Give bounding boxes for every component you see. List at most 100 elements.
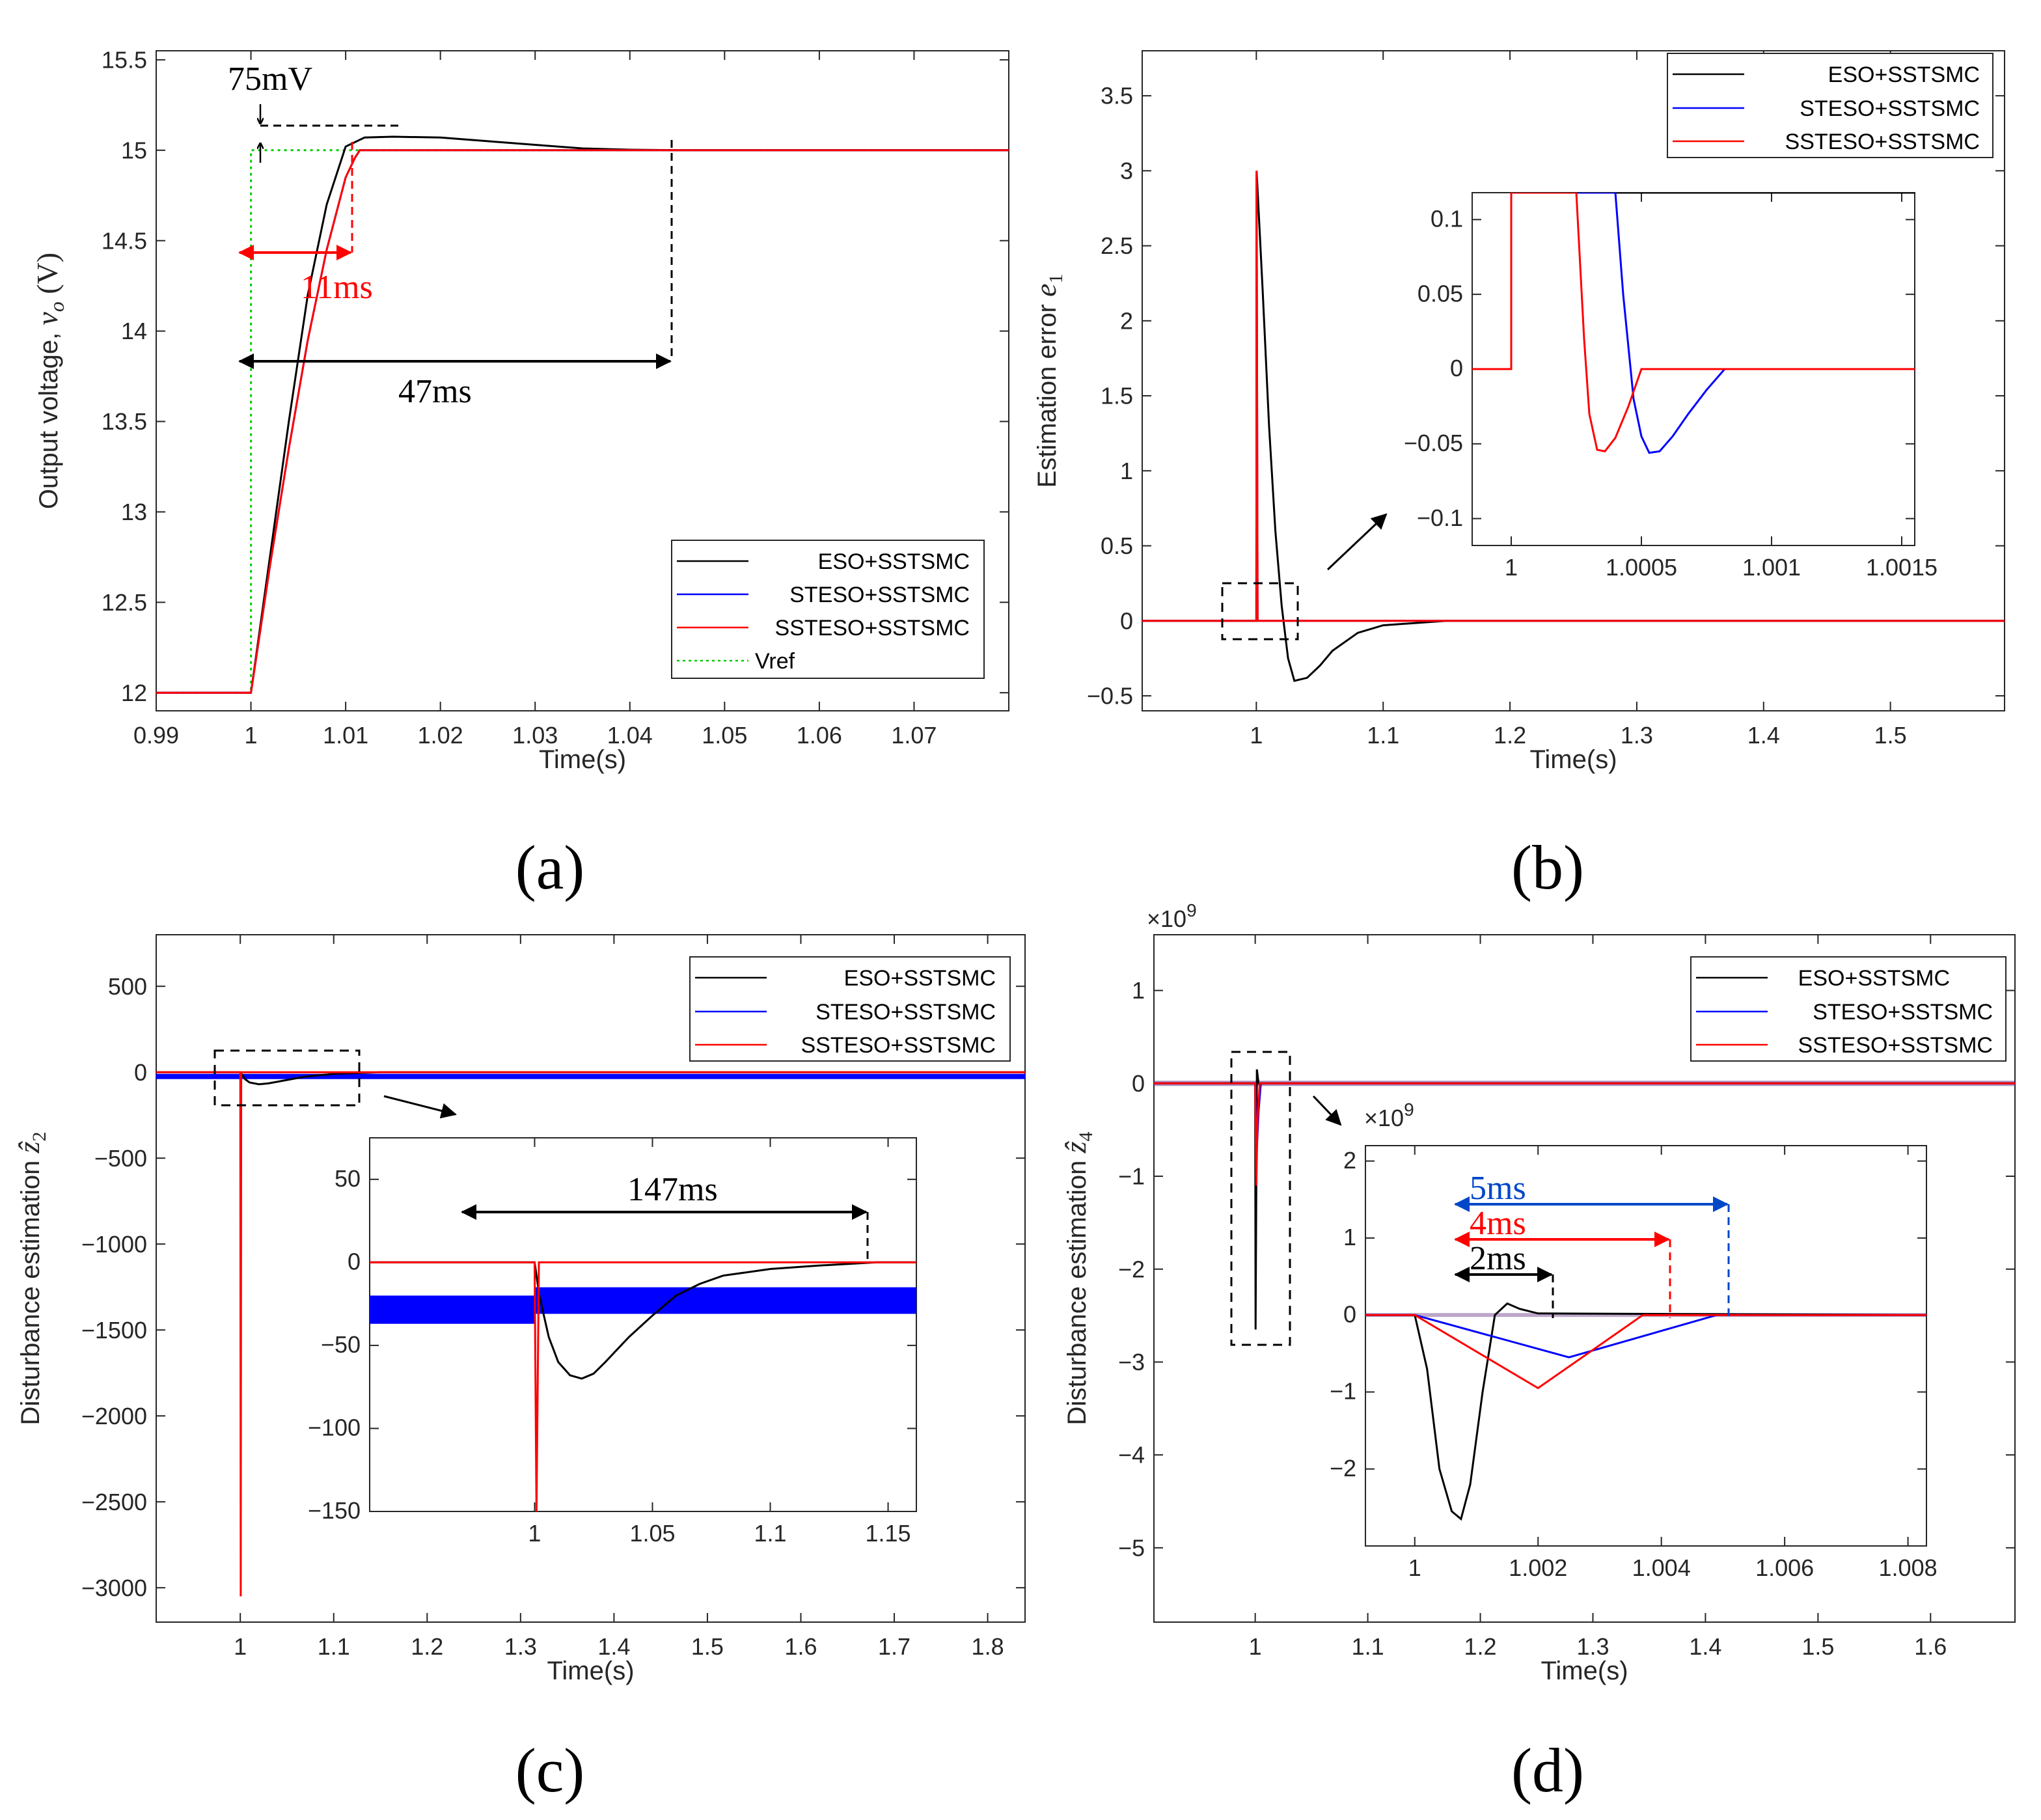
panel-a-ytick-label: 13.5 [102, 408, 147, 435]
panel-d-ytick-label: −2 [1118, 1256, 1145, 1282]
panel-a-xtick-label: 1.01 [323, 722, 368, 749]
panel-d-inset-xtick-label: 1.006 [1755, 1554, 1814, 1581]
panel-d-ytick-label: 1 [1132, 977, 1145, 1004]
panel-c-inset-xtick-label: 1.1 [754, 1520, 786, 1547]
panel-a-ytick-label: 14 [121, 318, 147, 344]
panel-b-xtick-label: 1 [1250, 722, 1263, 749]
panel-d-inset-ytick-label: 0 [1343, 1301, 1356, 1327]
panel-b-series-ssteso-sstsmc [1142, 171, 2005, 622]
panel-c: 1 1.1 1.2 1.3 1.4 1.5 1.6 1.7 1.8 −3000 −2500 −2000… [12, 934, 1026, 1805]
panel-c-caption: (c) [515, 1735, 585, 1805]
legend-label-ssteso: SSTESO+SSTSMC [1798, 1033, 1993, 1058]
panel-c-xtick-label: 1.1 [318, 1633, 350, 1660]
panel-b: 1 1.1 1.2 1.3 1.4 1.5 −0.5 0 0.5 1 1.5 2 2.5 3 3.5 Time… [1029, 50, 2005, 902]
panel-b-ytick-label: 2.5 [1101, 232, 1133, 259]
panel-b-ytick-label: 0 [1120, 607, 1133, 634]
panel-d: 1 1.1 1.2 1.3 1.4 1.5 1.6 −5 −4 −3 −2 −1 0 1 Time(s) Di… [1059, 900, 2016, 1805]
panel-b-xtick-label: 1.5 [1874, 722, 1907, 749]
panel-a-xtick-label: 1.03 [512, 722, 558, 749]
panel-c-ytick-label: −3000 [81, 1575, 147, 1601]
legend-label-ssteso: SSTESO+SSTSMC [1785, 130, 1980, 154]
panel-d-exponent: ×109 [1147, 900, 1197, 932]
panel-c-ytick-label: −500 [94, 1145, 147, 1172]
panel-d-inset-xtick-label: 1 [1408, 1554, 1421, 1581]
panel-b-legend: ESO+SSTSMC STESO+SSTSMC SSTESO+SSTSMC [1667, 53, 1993, 158]
panel-a: 0.99 1 1.01 1.02 1.03 1.04 1.05 1.06 1.07 12 12.5 1… [31, 46, 1009, 902]
zoom-region-box [1221, 582, 1299, 641]
panel-c-legend: ESO+SSTSMC STESO+SSTSMC SSTESO+SSTSMC [689, 956, 1011, 1062]
panel-b-caption: (b) [1511, 833, 1584, 902]
panel-b-xlabel: Time(s) [1529, 745, 1617, 774]
panel-c-inset-ytick-label: 0 [348, 1248, 361, 1275]
panel-b-xtick-label: 1.1 [1367, 722, 1399, 749]
panel-c-inset-xtick-label: 1 [528, 1520, 541, 1547]
panel-b-inset: 1 1.0005 1.001 1.0015 −0.1 −0.05 0 0.05 0.1 [1404, 192, 1938, 581]
panel-c-xtick-label: 1.2 [411, 1633, 443, 1660]
panel-a-series-eso-sstsmc [156, 135, 1009, 694]
panel-a-xtick-label: 1.07 [891, 722, 937, 749]
panel-b-ytick-label: 1 [1120, 458, 1133, 484]
panel-c-ytick-label: −1500 [81, 1317, 147, 1344]
panel-b-xtick-label: 1.4 [1747, 722, 1780, 749]
panel-c-inset-series-eso-sstsmc [370, 1261, 916, 1380]
panel-b-inset-series-steso-sstsmc [1472, 193, 1915, 454]
legend-label-eso: ESO+SSTSMC [1798, 966, 1950, 991]
panel-d-xlabel: Time(s) [1541, 1657, 1628, 1685]
annotation-147ms: 147ms [627, 1171, 718, 1208]
zoom-region-box [1230, 1051, 1291, 1346]
panel-d-legend: ESO+SSTSMC STESO+SSTSMC SSTESO+SSTSMC [1690, 956, 2007, 1062]
panel-b-inset-xtick-label: 1.0015 [1866, 554, 1938, 581]
zoom-arrow [1312, 1095, 1342, 1126]
panel-c-series-ssteso-sstsmc [156, 1071, 1025, 1597]
panel-b-inset-ytick-label: 0 [1450, 355, 1463, 381]
panel-d-inset-xtick-label: 1.002 [1509, 1554, 1567, 1581]
panel-d-ytick-label: −5 [1118, 1534, 1145, 1561]
panel-c-xtick-label: 1.4 [597, 1633, 630, 1660]
panel-c-ylabel: Disturbance estimation ẑ2 [12, 1132, 50, 1426]
legend-label-steso: STESO+SSTSMC [815, 1000, 996, 1025]
panel-d-inset: 1 1.002 1.004 1.006 1.008 −2 −1 0 1 2 [1330, 1145, 1938, 1581]
legend-label-ssteso: SSTESO+SSTSMC [775, 616, 970, 641]
panel-b-ytick-label: −0.5 [1087, 683, 1133, 710]
panel-a-ytick-label: 12.5 [102, 589, 147, 616]
panel-d-xtick-label: 1.5 [1801, 1633, 1834, 1660]
panel-c-inset-ytick-label: 50 [335, 1165, 361, 1192]
panel-d-xtick-label: 1 [1249, 1633, 1262, 1660]
panel-c-series-eso-sstsmc [156, 1071, 1025, 1086]
annotation-5ms: 5ms [1470, 1170, 1526, 1207]
panel-d-ytick-label: −3 [1118, 1349, 1145, 1375]
panel-a-legend: ESO+SSTSMC STESO+SSTSMC SSTESO+SSTSMC Vr… [671, 540, 985, 679]
panel-c-xlabel: Time(s) [547, 1657, 634, 1685]
panel-a-ytick-label: 15.5 [102, 46, 147, 73]
panel-c-inset-series-ssteso-sstsmc [370, 1261, 916, 1511]
panel-c-inset-ytick-label: −50 [321, 1331, 361, 1358]
legend-label-eso: ESO+SSTSMC [1828, 62, 1980, 87]
panel-b-ytick-label: 1.5 [1101, 383, 1133, 409]
panel-a-ylabel: Output voltage, vo (V) [31, 253, 68, 509]
panel-d-inset-xtick-label: 1.008 [1879, 1554, 1938, 1581]
panel-a-xlabel: Time(s) [539, 745, 626, 774]
panel-a-plot-area: 0.99 1 1.01 1.02 1.03 1.04 1.05 1.06 1.07 12 12.5 1… [31, 46, 1009, 774]
panel-b-ylabel: Estimation error e1 [1029, 274, 1067, 488]
panel-b-ytick-label: 2 [1120, 307, 1133, 334]
panel-a-caption: (a) [515, 833, 585, 902]
legend-label-steso: STESO+SSTSMC [1813, 1000, 1993, 1025]
annotation-2ms: 2ms [1470, 1240, 1526, 1277]
panel-a-xtick-label: 1 [245, 722, 258, 749]
panel-c-inset: 1 1.05 1.1 1.15 −150 −100 −50 0 50 [308, 1137, 917, 1547]
zoom-arrow [383, 1095, 457, 1119]
panel-d-xtick-label: 1.1 [1352, 1633, 1384, 1660]
annotation-47ms: 47ms [398, 373, 472, 410]
legend-label-steso: STESO+SSTSMC [789, 583, 970, 607]
panel-d-inset-series-eso-sstsmc [1365, 1302, 1926, 1521]
panel-d-ylabel: Disturbance estimation ẑ4 [1059, 1132, 1097, 1426]
panel-c-ytick-label: 500 [108, 973, 147, 1000]
panel-d-xtick-label: 1.2 [1464, 1633, 1497, 1660]
panel-b-inset-xtick-label: 1 [1505, 554, 1518, 581]
panel-b-series-eso-sstsmc [1142, 171, 2005, 682]
panel-b-inset-xtick-label: 1.001 [1742, 554, 1801, 581]
panel-c-inset-annotations: 147ms [461, 1171, 869, 1260]
panel-d-xtick-label: 1.6 [1914, 1633, 1947, 1660]
panel-c-xtick-label: 1.3 [504, 1633, 537, 1660]
